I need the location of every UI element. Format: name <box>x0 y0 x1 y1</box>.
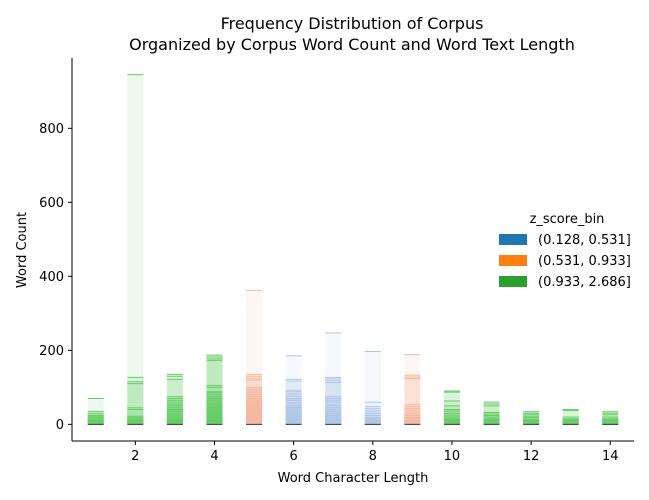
bar <box>404 376 421 425</box>
bar-core <box>166 418 183 425</box>
bar <box>127 383 144 425</box>
x-tick-label: 4 <box>210 449 218 464</box>
bar-core <box>483 418 500 425</box>
bar-core <box>206 418 223 425</box>
chart-title: Frequency Distribution of Corpus <box>221 14 484 33</box>
x-tick-label: 14 <box>602 449 619 464</box>
bar <box>443 391 460 425</box>
bar <box>127 377 144 425</box>
bar-core <box>562 418 579 425</box>
bar-core <box>87 415 104 425</box>
plot-area <box>87 74 619 425</box>
x-tick-label: 10 <box>444 449 461 464</box>
bar-core <box>285 418 302 425</box>
legend-swatch <box>499 234 527 245</box>
legend-label: (0.128, 0.531] <box>538 233 631 248</box>
bar-core <box>443 418 460 425</box>
y-axis-label: Word Count <box>15 212 30 288</box>
legend: z_score_bin (0.128, 0.531] (0.531, 0.933]… <box>499 212 631 290</box>
legend-label: (0.531, 0.933] <box>538 254 631 269</box>
bar <box>404 375 421 425</box>
bar-core <box>602 418 619 425</box>
bar <box>206 355 223 425</box>
chart-subtitle: Organized by Corpus Word Count and Word … <box>129 35 575 54</box>
bar-core <box>404 417 421 425</box>
y-tick-label: 800 <box>39 122 64 137</box>
bar-core <box>364 417 381 425</box>
legend-swatch <box>499 255 527 266</box>
bar-core <box>127 419 144 425</box>
bar-core <box>246 418 263 425</box>
x-tick-label: 6 <box>289 449 297 464</box>
bar <box>443 392 460 425</box>
x-tick-label: 8 <box>369 449 377 464</box>
bar <box>127 381 144 425</box>
bar <box>325 382 342 425</box>
bar <box>206 360 223 425</box>
x-tick-label: 2 <box>131 449 139 464</box>
legend-label: (0.933, 2.686] <box>538 275 631 290</box>
y-tick-label: 200 <box>39 344 64 359</box>
legend-swatch <box>499 276 527 287</box>
y-tick-label: 400 <box>39 270 64 285</box>
series-3 <box>87 74 619 425</box>
series-2 <box>246 289 421 425</box>
bar-core <box>523 419 540 425</box>
bar <box>325 377 342 425</box>
bar-core <box>325 418 342 425</box>
x-axis-ticks: 2 4 6 8 10 12 14 <box>131 441 619 464</box>
series-1 <box>285 332 381 425</box>
legend-title: z_score_bin <box>530 212 605 227</box>
y-axis-ticks: 0 200 400 600 800 <box>39 122 72 433</box>
y-tick-label: 600 <box>39 196 64 211</box>
x-tick-label: 12 <box>523 449 540 464</box>
x-axis-label: Word Character Length <box>278 471 429 486</box>
y-tick-label: 0 <box>56 418 64 433</box>
bar <box>127 74 144 425</box>
